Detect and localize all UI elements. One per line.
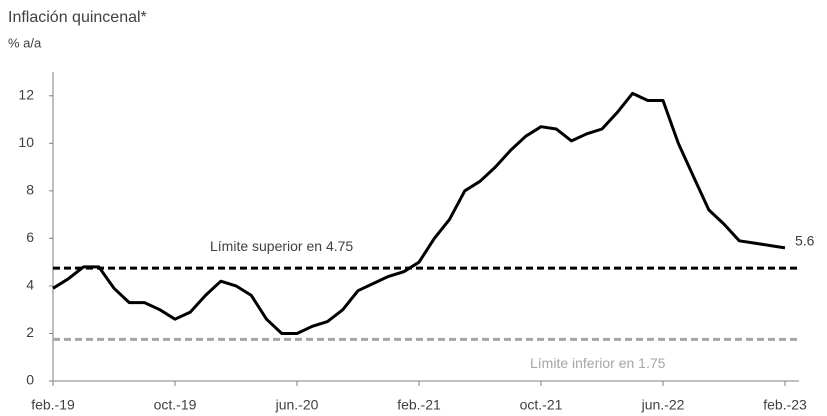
reference-label: Límite inferior en 1.75 (530, 355, 666, 371)
x-tick-label: jun.-20 (275, 397, 319, 413)
y-tick-label: 6 (26, 229, 34, 245)
y-tick-label: 8 (26, 182, 34, 198)
x-tick-label: oct.-19 (154, 397, 197, 413)
x-tick-label: feb.-19 (31, 397, 75, 413)
x-tick-label: feb.-23 (763, 397, 807, 413)
y-tick-label: 4 (26, 277, 34, 293)
y-tick-label: 10 (18, 134, 34, 150)
reference-label: Límite superior en 4.75 (210, 238, 353, 254)
x-tick-label: feb.-21 (397, 397, 441, 413)
x-tick-label: jun.-22 (641, 397, 685, 413)
y-tick-label: 0 (26, 372, 34, 388)
data-line (52, 91, 786, 335)
y-tick-label: 12 (18, 86, 34, 102)
end-value-label: 5.6 (795, 233, 815, 249)
chart-title: Inflación quincenal* (8, 9, 147, 26)
chart-subtitle: % a/a (8, 35, 42, 50)
x-tick-label: oct.-21 (520, 397, 563, 413)
y-tick-label: 2 (26, 324, 34, 340)
